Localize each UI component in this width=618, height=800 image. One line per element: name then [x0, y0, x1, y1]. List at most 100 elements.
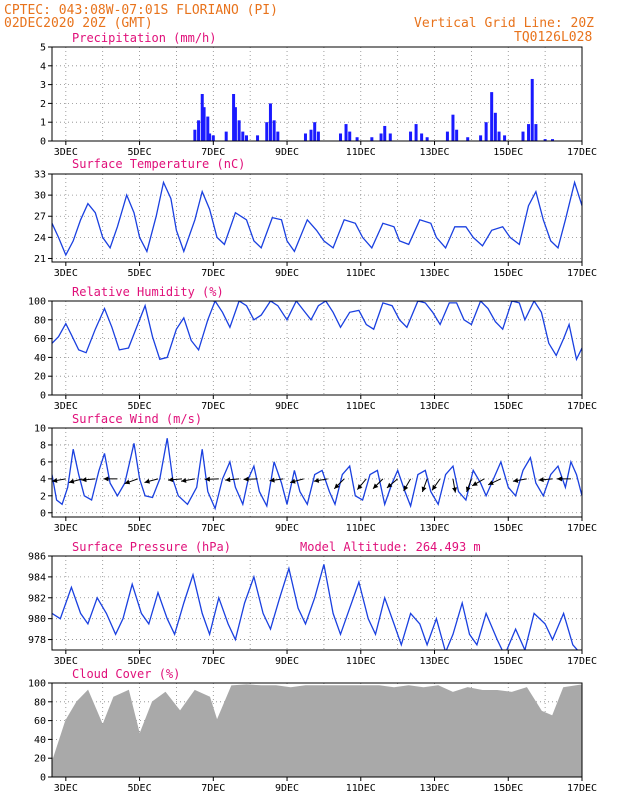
y-tick-label: 0 [40, 137, 46, 148]
wind-arrow-head [556, 476, 562, 482]
y-tick-label: 10 [34, 424, 46, 435]
y-tick-label: 0 [40, 773, 46, 784]
x-tick-label: 15DEC [493, 523, 523, 534]
wind-arrow-head [124, 479, 131, 485]
wind-arrow [556, 476, 571, 482]
precip-bar [309, 129, 313, 141]
x-tick-label: 11DEC [346, 523, 376, 534]
wind-arrow [538, 477, 553, 483]
precip-bar [272, 120, 276, 141]
precip-bar [232, 94, 236, 141]
x-tick-label: 11DEC [346, 783, 376, 794]
precip-bar [268, 103, 272, 141]
precip-bar [344, 124, 348, 141]
x-tick-label: 7DEC [201, 656, 225, 667]
x-tick-label: 17DEC [567, 401, 597, 412]
precip-bar [208, 133, 212, 141]
precip-bar [497, 131, 501, 141]
plot-frame [51, 555, 583, 651]
y-tick-label: 4 [40, 474, 46, 485]
y-tick-label: 982 [28, 593, 46, 604]
x-tick-label: 11DEC [346, 656, 376, 667]
y-tick-label: 3 [40, 80, 46, 91]
precip-bar [313, 122, 317, 141]
wind-arrow-head [421, 486, 427, 493]
panel-title: Precipitation (mm/h) [72, 31, 217, 45]
panel-title: Surface Wind (m/s) [72, 412, 202, 426]
wind-arrow [512, 477, 527, 483]
precip-bar [244, 135, 248, 141]
plot-frame [51, 46, 583, 142]
y-tick-label: 2 [40, 491, 46, 502]
x-tick-label: 17DEC [567, 523, 597, 534]
wind-arrow [372, 478, 384, 490]
y-tick-label: 20 [34, 372, 46, 383]
precip-bar [379, 133, 383, 141]
precip-bar [420, 133, 424, 141]
wind-arrow-head [204, 476, 210, 482]
precip-bar [388, 133, 392, 141]
x-tick-label: 3DEC [54, 656, 78, 667]
precip-bar [200, 94, 204, 141]
wind-arrow-head [538, 477, 544, 483]
panel-title: Surface Pressure (hPa) [72, 540, 231, 554]
x-tick-label: 7DEC [201, 523, 225, 534]
wind-arrow-head [386, 482, 393, 488]
x-tick-label: 15DEC [493, 783, 523, 794]
wind-arrow [180, 477, 195, 483]
wind-arrow [124, 478, 138, 485]
wind-arrow [431, 478, 441, 491]
x-tick-label: 5DEC [128, 656, 152, 667]
x-tick-label: 9DEC [275, 401, 299, 412]
plot-frame [51, 427, 583, 518]
wind-arrow-head [512, 477, 519, 483]
y-tick-label: 100 [28, 297, 46, 308]
wind-arrow-head [81, 477, 87, 483]
y-tick-label: 986 [28, 552, 46, 563]
x-tick-label: 9DEC [275, 783, 299, 794]
plot-frame [51, 300, 583, 396]
x-tick-label: 9DEC [275, 147, 299, 158]
x-tick-label: 15DEC [493, 147, 523, 158]
wind-arrow-head [290, 478, 296, 484]
y-tick-label: 60 [34, 716, 46, 727]
wind-arrow-head [269, 477, 275, 483]
y-tick-label: 1 [40, 118, 46, 129]
y-tick-label: 21 [34, 254, 46, 265]
x-tick-label: 13DEC [419, 656, 449, 667]
x-tick-label: 13DEC [419, 783, 449, 794]
wind-arrow [81, 477, 96, 483]
wind-arrow [243, 476, 258, 482]
x-tick-label: 3DEC [54, 783, 78, 794]
x-tick-label: 5DEC [128, 401, 152, 412]
wind-arrow [167, 477, 183, 483]
x-tick-label: 11DEC [346, 268, 376, 279]
wind-arrow [225, 477, 240, 483]
x-tick-label: 5DEC [128, 147, 152, 158]
wind-arrow-head [144, 478, 150, 484]
x-tick-label: 3DEC [54, 523, 78, 534]
precip-bar [339, 133, 343, 141]
y-tick-label: 2 [40, 99, 46, 110]
panel-annotation: Model Altitude: 264.493 m [300, 540, 481, 554]
x-tick-label: 3DEC [54, 401, 78, 412]
x-tick-label: 15DEC [493, 268, 523, 279]
precip-bar [543, 139, 547, 141]
plot-frame [51, 682, 583, 778]
y-tick-label: 100 [28, 679, 46, 690]
y-tick-label: 8 [40, 440, 46, 451]
header-grid-note: Vertical Grid Line: 20Z [414, 16, 594, 31]
y-tick-label: 40 [34, 353, 46, 364]
precip-bar [233, 107, 237, 141]
wind-arrow [421, 478, 428, 493]
x-tick-label: 3DEC [54, 268, 78, 279]
precip-bar [303, 133, 307, 141]
y-tick-label: 33 [34, 170, 46, 181]
wind-arrow-head [452, 487, 457, 493]
precip-bar [414, 124, 418, 141]
precip-bar [451, 114, 455, 141]
x-tick-label: 17DEC [567, 147, 597, 158]
wind-arrow-head [181, 477, 187, 483]
precip-bar [527, 124, 531, 141]
